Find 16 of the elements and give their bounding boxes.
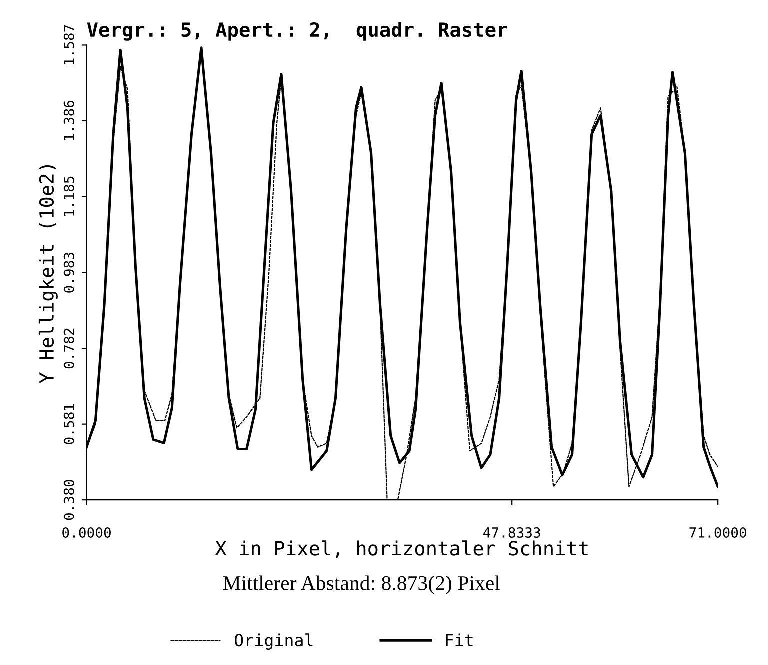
y-axis-title: Y Helligkeit (10e2) [38,165,58,384]
x-tick-label: 71.0000 [690,527,746,538]
y-tick-label: 1.587 [64,25,74,64]
chart-title: Vergr.: 5, Apert.: 2, quadr. Raster [87,22,508,41]
legend-label: Fit [446,634,473,646]
y-tick-label: 1.185 [64,176,74,216]
legend-label: Original [234,634,313,650]
text: Mittlerer Abstand: 8.873(2) Pixel [223,576,500,595]
y-tick-label: 0.380 [64,480,74,520]
y-tick-label: 0.782 [64,328,74,369]
x-tick-label: 0.0000 [62,527,111,538]
x-axis-title: X in Pixel, horizontaler Schnitt [215,540,588,558]
y-tick-label: 1.386 [64,100,74,140]
x-tick-label: 47.8333 [484,527,540,538]
y-tick-label: 0.581 [64,404,74,444]
y-tick-label: 0.983 [64,252,74,293]
